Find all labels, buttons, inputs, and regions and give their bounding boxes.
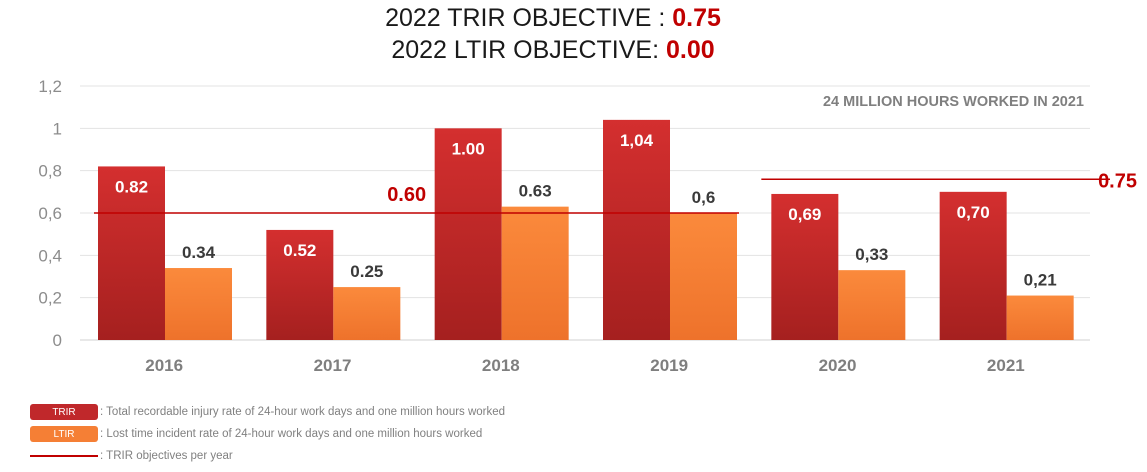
y-tick-label: 0: [53, 331, 62, 350]
y-tick-label: 0,6: [38, 204, 62, 223]
bar-trir: [434, 128, 502, 340]
bar-ltir: [838, 270, 906, 340]
x-tick-label: 2017: [314, 356, 352, 375]
x-tick-label: 2020: [819, 356, 857, 375]
data-label-trir: 0.82: [115, 177, 148, 196]
legend: TRIR : Total recordable injury rate of 2…: [30, 401, 505, 467]
y-tick-label: 0,4: [38, 246, 62, 265]
objective-label: 0.75: [1098, 170, 1137, 192]
x-tick-label: 2019: [650, 356, 688, 375]
trir-objective-label: 2022 TRIR OBJECTIVE :: [385, 4, 673, 32]
data-label-ltir: 0,6: [692, 188, 716, 207]
bar-ltir: [165, 268, 232, 340]
legend-item-ltir: LTIR : Lost time incident rate of 24-hou…: [30, 423, 505, 445]
hours-worked-annotation: 24 MILLION HOURS WORKED IN 2021: [823, 94, 1084, 110]
x-tick-label: 2018: [482, 356, 520, 375]
legend-badge-trir: TRIR: [30, 404, 98, 420]
legend-badge-ltir: LTIR: [30, 426, 98, 442]
bar-trir: [771, 193, 839, 340]
bar-chart: 0 0,2 0,4 0,6 0,8 1 1,2 2016 0.82 0.34 2017 0.52 0.…: [38, 77, 1137, 375]
y-tick-label: 0,8: [38, 162, 62, 181]
data-label-ltir: 0.63: [519, 182, 552, 201]
ltir-objective-value: 0.00: [665, 36, 715, 64]
y-tick-label: 1: [53, 119, 62, 138]
bar-trir: [98, 166, 165, 340]
bar-ltir: [501, 206, 569, 340]
data-label-trir: 0.52: [283, 241, 316, 260]
x-tick-label: 2016: [145, 356, 183, 375]
legend-text-trir: : Total recordable injury rate of 24-hou…: [100, 406, 506, 418]
ltir-objective-title: 2022 LTIR OBJECTIVE: 0.00: [0, 34, 1106, 66]
bar-ltir: [670, 213, 737, 340]
chart-title: 2022 TRIR OBJECTIVE : 0.75 2022 LTIR OBJ…: [0, 2, 1106, 66]
bar-ltir: [1006, 295, 1074, 340]
ltir-objective-label: 2022 LTIR OBJECTIVE:: [391, 36, 666, 64]
x-tick-label: 2021: [987, 356, 1025, 375]
trir-objective-value: 0.75: [672, 4, 721, 32]
data-label-ltir: 0,33: [855, 245, 888, 264]
data-label-trir: 1.00: [452, 139, 485, 158]
bar-trir: [603, 119, 670, 340]
bar-ltir: [333, 287, 401, 340]
trir-objective-title: 2022 TRIR OBJECTIVE : 0.75: [0, 2, 1106, 34]
data-label-ltir: 0.34: [182, 243, 216, 262]
bar-trir: [939, 191, 1007, 340]
legend-text-objective: : TRIR objectives per year: [100, 450, 233, 462]
bar-trir: [266, 229, 334, 340]
data-label-ltir: 0,21: [1024, 271, 1057, 290]
legend-text-ltir: : Lost time incident rate of 24-hour wor…: [100, 428, 483, 440]
data-label-ltir: 0.25: [350, 262, 383, 281]
legend-item-trir: TRIR : Total recordable injury rate of 2…: [30, 401, 505, 423]
objective-label: 0.60: [387, 184, 426, 206]
data-label-trir: 0,69: [788, 205, 821, 224]
data-label-trir: 1,04: [620, 131, 654, 150]
y-tick-label: 0,2: [38, 289, 62, 308]
y-tick-label: 1,2: [38, 77, 62, 96]
data-label-trir: 0,70: [957, 203, 990, 222]
legend-item-objective: : TRIR objectives per year: [30, 445, 505, 467]
legend-objective-line: [30, 455, 98, 457]
